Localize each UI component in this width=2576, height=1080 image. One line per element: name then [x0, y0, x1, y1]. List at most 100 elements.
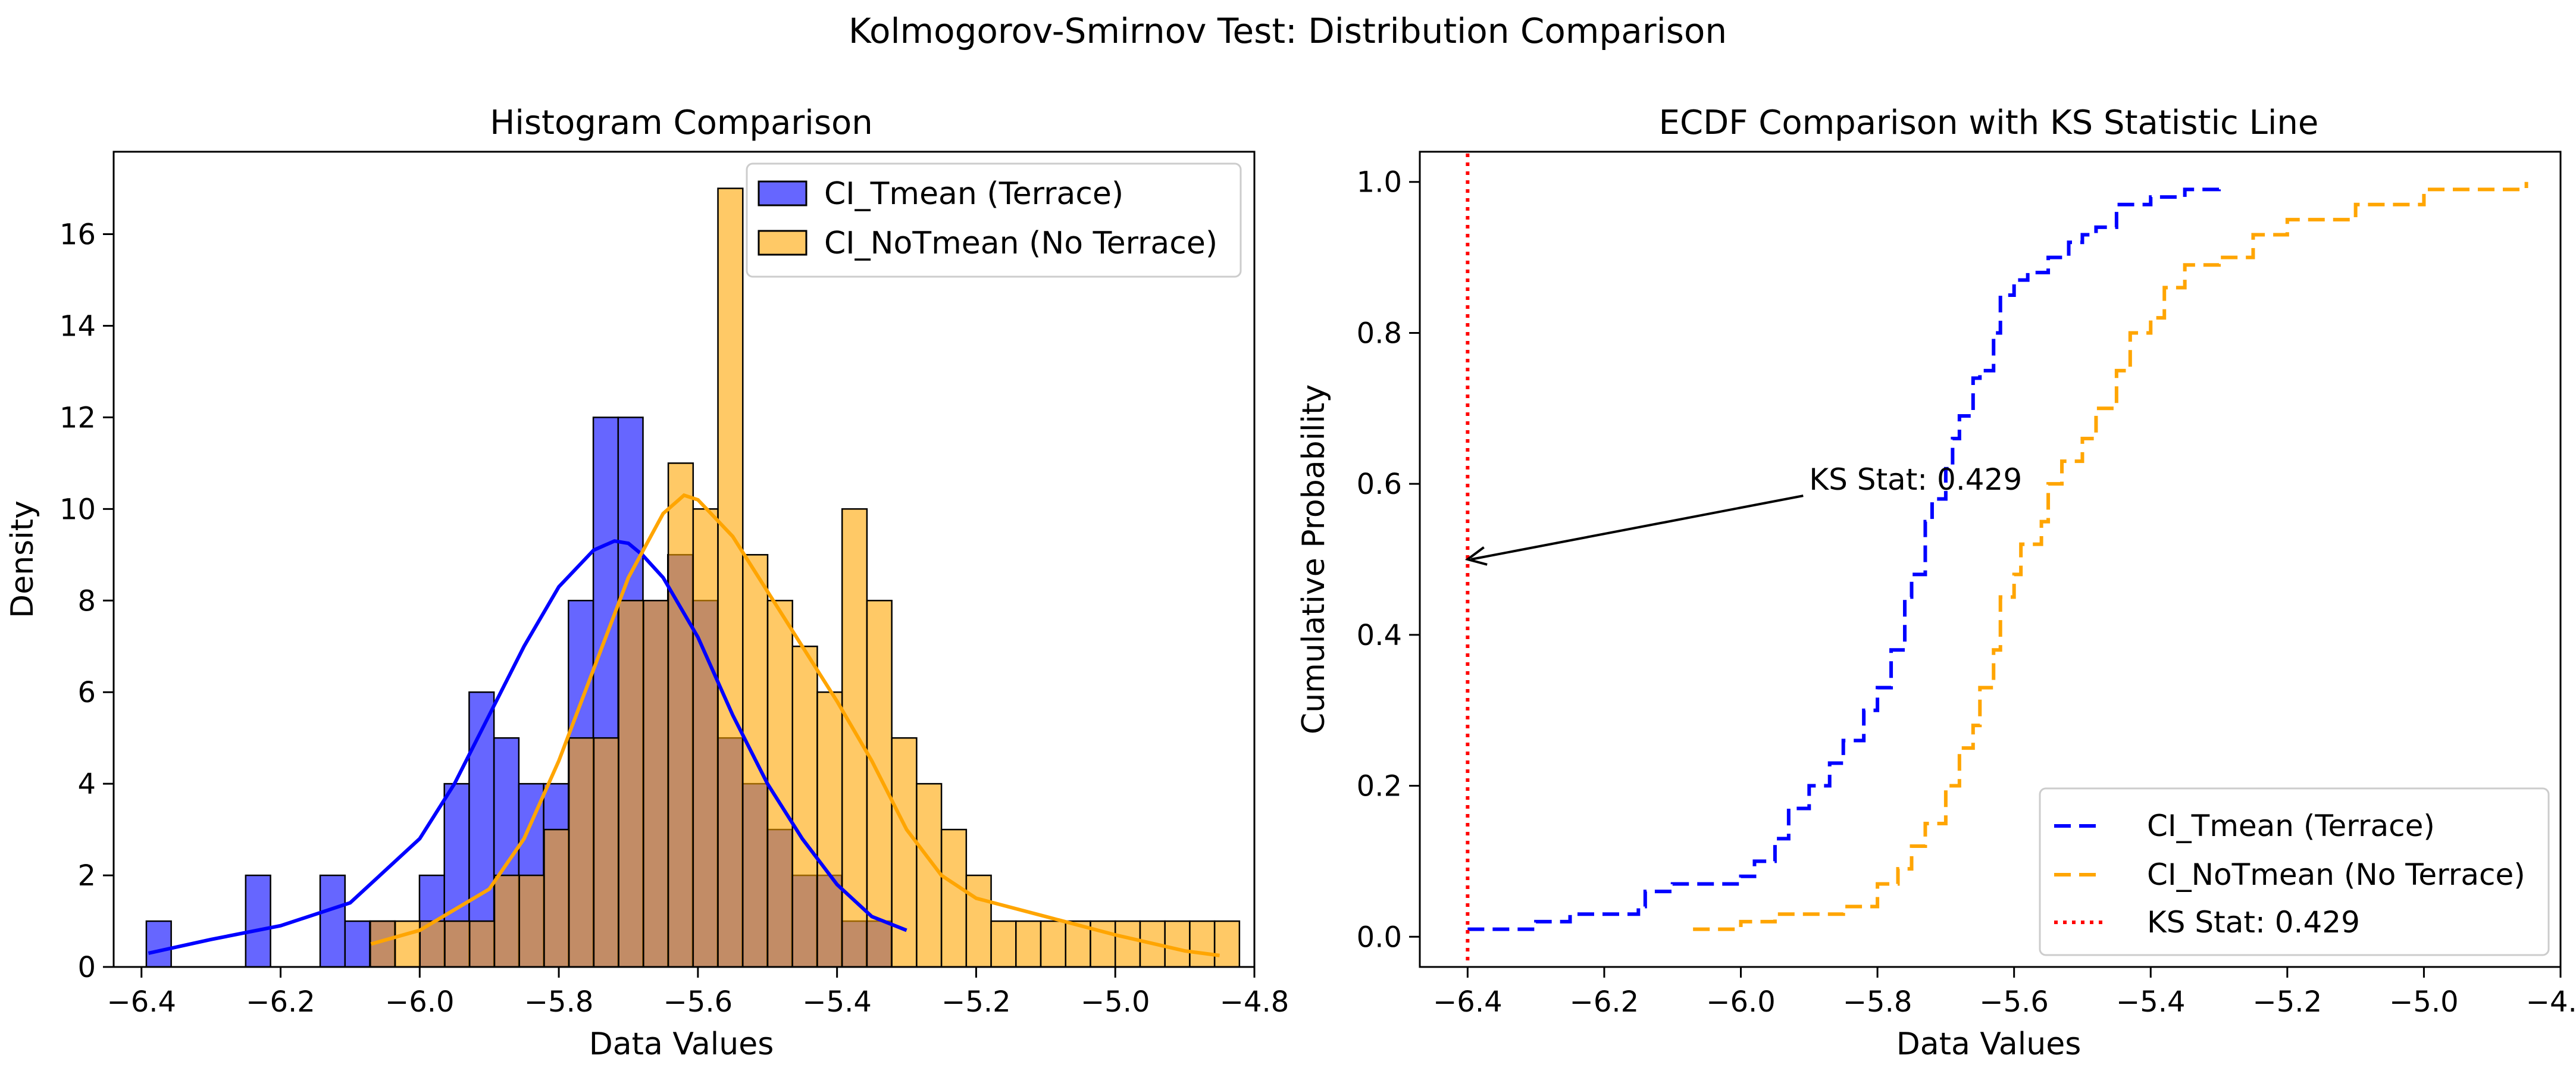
no-terrace-bar [965, 874, 992, 968]
no-terrace-bar [593, 737, 619, 968]
histogram-panel: Histogram Comparison −6.4 −6.2 −6.0 −5.8 −5.… [5, 104, 1289, 1062]
no-terrace-bar [766, 600, 793, 968]
histogram-y-tick-label: 0 [77, 951, 96, 984]
ks-stat-legend-label: KS Stat: 0.429 [2147, 905, 2360, 940]
histogram-x-tick-label: −5.8 [524, 985, 594, 1019]
histogram-x-tick-label: −6.2 [246, 985, 315, 1019]
terrace-kde-line [148, 539, 907, 955]
histogram-x-tick-label: −5.6 [663, 985, 733, 1019]
ecdf-y-tick-label: 1.0 [1357, 166, 1402, 199]
ecdf-x-tick-label: −6.4 [1433, 985, 1503, 1019]
no-terrace-bar [891, 737, 918, 968]
no-terrace-bar [568, 737, 595, 968]
ecdf-axes-frame [1419, 151, 2562, 968]
ecdf-x-tick-label: −5.0 [2389, 985, 2459, 1019]
ecdf-y-tick-label: 0.0 [1357, 921, 1402, 954]
histogram-ylabel: Density [5, 500, 40, 618]
no-terrace-legend-swatch [758, 230, 807, 256]
ecdf-ylabel: Cumulative Probability [1296, 384, 1332, 734]
ecdf-panel: ECDF Comparison with KS Statistic Line K… [1296, 104, 2576, 1062]
no-terrace-ecdf-legend-label: CI_NoTmean (No Terrace) [2147, 857, 2525, 892]
ecdf-legend-box [2039, 787, 2550, 956]
ecdf-y-tick-label: 0.2 [1357, 770, 1402, 803]
no-terrace-bar [618, 600, 644, 968]
no-terrace-bar [717, 187, 744, 968]
ks-annotation-arrowhead [1464, 546, 1488, 566]
histogram-x-tick-label: −5.2 [941, 985, 1011, 1019]
no-terrace-bar [1015, 920, 1042, 968]
no-terrace-bar [643, 600, 669, 968]
terrace-ecdf-legend-label: CI_Tmean (Terrace) [2147, 809, 2435, 843]
no-terrace-bar [518, 874, 545, 968]
histogram-y-ticks: 0 2 4 6 8 10 12 14 16 [60, 218, 114, 984]
terrace-bar [145, 920, 172, 968]
no-terrace-bar [816, 691, 843, 968]
histogram-xlabel: Data Values [589, 1026, 774, 1062]
no-terrace-bar [394, 920, 421, 968]
no-terrace-bar [493, 874, 520, 968]
ecdf-y-tick-label: 0.6 [1357, 468, 1402, 501]
ecdf-x-tick-label: −6.0 [1706, 985, 1776, 1019]
ecdf-x-tick-label: −5.4 [2116, 985, 2186, 1019]
ecdf-title: ECDF Comparison with KS Statistic Line [1659, 104, 2319, 142]
histogram-title: Histogram Comparison [490, 104, 873, 142]
no-terrace-bar [990, 920, 1017, 968]
terrace-legend-label: CI_Tmean (Terrace) [824, 176, 1123, 212]
no-terrace-bar [1189, 920, 1216, 968]
no-terrace-histogram-bars [370, 187, 1241, 968]
no-terrace-bar [916, 782, 943, 968]
histogram-y-tick-label: 10 [60, 493, 96, 526]
figure-suptitle: Kolmogorov-Smirnov Test: Distribution Co… [849, 11, 1727, 51]
terrace-legend-swatch [758, 180, 807, 206]
ecdf-y-ticks: 0.0 0.2 0.4 0.6 0.8 1.0 [1357, 166, 1420, 954]
histogram-axes-frame [112, 151, 1256, 968]
ks-annotation-arrow [1470, 494, 1804, 561]
histogram-x-tick-label: −5.4 [802, 985, 872, 1019]
histogram-y-tick-label: 4 [77, 768, 96, 801]
no-terrace-bar [444, 920, 471, 968]
ecdf-x-ticks: −6.4 −6.2 −6.0 −5.8 −5.6 −5.4 −5.2 −5.0 −4.8 [1433, 967, 2576, 1019]
histogram-y-tick-label: 14 [60, 309, 96, 343]
ecdf-y-tick-label: 0.4 [1357, 619, 1402, 652]
histogram-legend-box [746, 162, 1242, 278]
histogram-x-tick-label: −5.0 [1081, 985, 1150, 1019]
terrace-bar [344, 920, 371, 968]
no-terrace-legend-label: CI_NoTmean (No Terrace) [824, 226, 1217, 261]
ks-annotation-text: KS Stat: 0.429 [1809, 462, 2022, 497]
histogram-y-tick-label: 12 [60, 401, 96, 434]
histogram-x-tick-label: −4.8 [1220, 985, 1289, 1019]
no-terrace-ecdf-line [1693, 181, 2528, 931]
ecdf-x-tick-label: −6.2 [1570, 985, 1639, 1019]
histogram-y-tick-label: 16 [60, 218, 96, 252]
no-terrace-bar [1114, 920, 1141, 968]
no-terrace-bar [1164, 920, 1191, 968]
no-terrace-bar [791, 645, 818, 968]
histogram-y-tick-label: 8 [77, 584, 96, 618]
no-terrace-bar [866, 600, 893, 968]
no-terrace-kde-line [370, 493, 1220, 957]
histogram-x-tick-label: −6.0 [385, 985, 455, 1019]
histogram-legend: CI_Tmean (Terrace) CI_NoTmean (No Terrac… [746, 162, 1242, 278]
no-terrace-bar [468, 920, 496, 968]
ecdf-x-tick-label: −5.8 [1843, 985, 1913, 1019]
no-terrace-bar [1213, 920, 1241, 968]
ecdf-legend: CI_Tmean (Terrace) CI_NoTmean (No Terrac… [2039, 787, 2550, 956]
terrace-ecdf-line [1467, 181, 2221, 931]
ecdf-x-tick-label: −4.8 [2526, 985, 2576, 1019]
no-terrace-bar [1040, 920, 1067, 968]
histogram-y-tick-label: 2 [77, 859, 96, 893]
ecdf-xlabel: Data Values [1896, 1026, 2082, 1062]
terrace-bar [319, 874, 346, 968]
no-terrace-bar [940, 828, 968, 968]
histogram-y-tick-label: 6 [77, 676, 96, 709]
no-terrace-bar [692, 508, 719, 968]
histogram-x-ticks: −6.4 −6.2 −6.0 −5.8 −5.6 −5.4 −5.2 −5.0 −4.8 [107, 967, 1289, 1019]
no-terrace-bar [543, 828, 570, 968]
ecdf-y-tick-label: 0.8 [1357, 317, 1402, 350]
ecdf-x-tick-label: −5.6 [1979, 985, 2049, 1019]
no-terrace-bar [667, 462, 694, 968]
terrace-bar [245, 874, 271, 968]
histogram-x-tick-label: −6.4 [107, 985, 176, 1019]
